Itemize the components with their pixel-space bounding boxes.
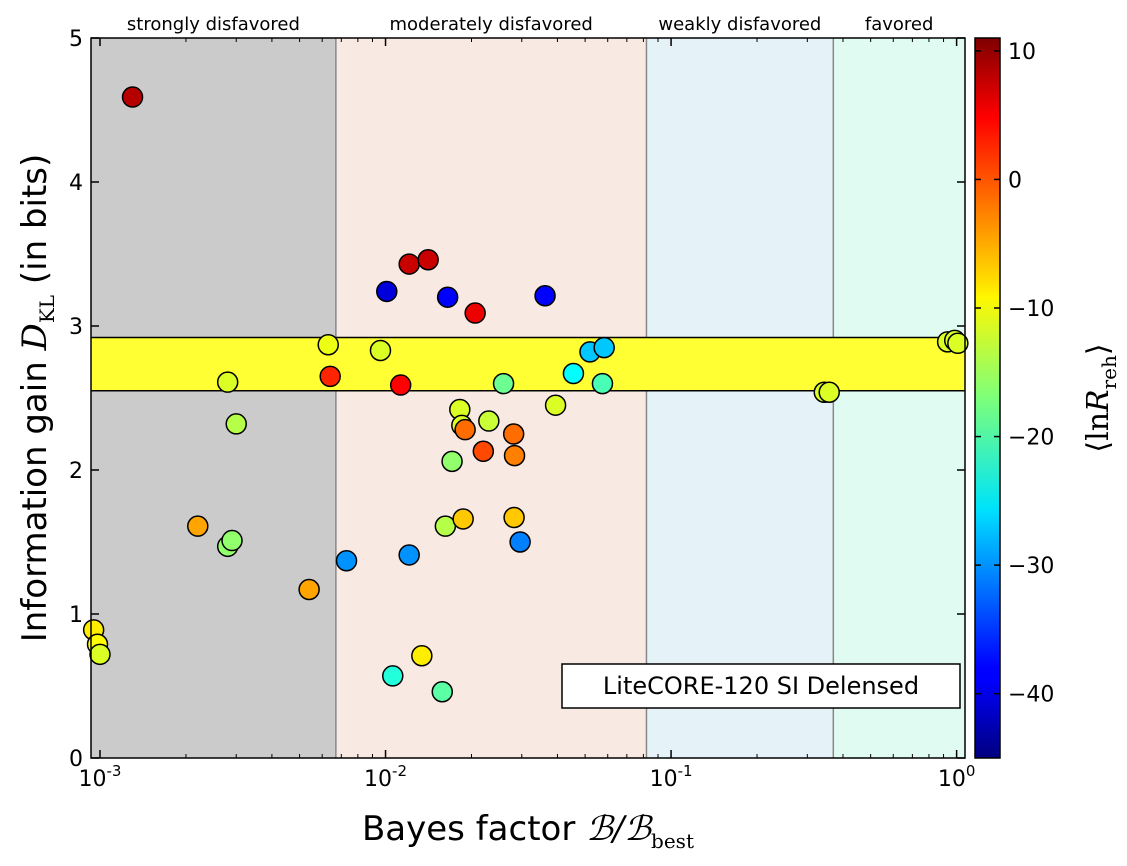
- x-tick-label: 10-1: [650, 762, 693, 792]
- colorbar-tick-label: −30: [1008, 554, 1054, 579]
- colorbar-tick-label: 10: [1008, 40, 1036, 65]
- data-point: [89, 643, 111, 666]
- colorbar-title-open: ⟨ln: [1081, 412, 1116, 453]
- data-point: [221, 529, 243, 552]
- x-tick-label: 10-2: [364, 762, 407, 792]
- y-axis-title: Information gain DKL (in bits): [15, 154, 59, 643]
- data-point: [298, 578, 320, 601]
- data-point: [503, 444, 526, 467]
- colorbar-ticks: 10 0 −10 −20 −30 −40: [975, 40, 1054, 708]
- x-tick-base: 10: [650, 767, 678, 792]
- colorbar-title-main: R: [1081, 389, 1116, 413]
- x-tick-label: 100: [938, 762, 976, 792]
- plot-frame: [90, 37, 966, 759]
- region-labels: strongly disfavored moderately disfavored…: [127, 14, 934, 35]
- y-tick-label: 2: [69, 459, 83, 484]
- bayes-regions: [91, 38, 965, 758]
- data-point: [121, 86, 144, 108]
- y-axis-title-text: Information gain: [15, 350, 55, 642]
- x-axis-title-text: Bayes factor: [362, 809, 586, 849]
- x-tick-label: 10-3: [79, 762, 122, 792]
- data-point: [502, 423, 525, 445]
- data-point: [434, 515, 457, 537]
- data-point: [534, 285, 556, 307]
- data-point: [317, 333, 339, 356]
- x-tick-exponent: 0: [966, 762, 976, 780]
- legend-label: LiteCORE-120 SI Delensed: [603, 672, 919, 700]
- data-point: [492, 372, 515, 395]
- colorbar-title: ⟨lnRreh⟩: [1081, 343, 1121, 452]
- data-point: [454, 418, 476, 441]
- y-tick-label: 1: [69, 603, 83, 628]
- y-tick-label: 4: [69, 171, 83, 196]
- data-point: [441, 450, 463, 473]
- y-axis-title-math: D: [15, 323, 55, 351]
- x-tick-base: 10: [79, 767, 107, 792]
- y-tick-label: 3: [69, 315, 83, 340]
- data-point: [503, 506, 525, 529]
- legend-frame: [561, 663, 961, 709]
- x-tick-exponent: -1: [678, 762, 693, 780]
- x-tick-base: 10: [938, 767, 966, 792]
- region-label: moderately disfavored: [390, 14, 593, 35]
- region-label: weakly disfavored: [658, 14, 821, 35]
- colorbar-tick-label: −10: [1008, 297, 1054, 322]
- data-point: [216, 371, 239, 393]
- x-tick-base: 10: [364, 767, 392, 792]
- y-axis-title-suffix: (in bits): [15, 154, 55, 295]
- region-1: [335, 38, 647, 758]
- x-axis-ticks: 10-3 10-2 10-1 100: [79, 38, 976, 792]
- data-point: [319, 365, 341, 388]
- colorbar-tick-label: 0: [1008, 168, 1022, 193]
- y-axis-title-sub: KL: [35, 295, 59, 323]
- data-point: [335, 549, 358, 572]
- x-axis-title-sub: best: [651, 829, 694, 853]
- y-tick-label: 5: [69, 27, 83, 52]
- data-point: [417, 249, 439, 271]
- colorbar-title-close: ⟩: [1081, 343, 1116, 355]
- data-point: [382, 665, 404, 687]
- data-point: [398, 544, 420, 566]
- data-point: [187, 515, 209, 537]
- data-point: [369, 339, 392, 362]
- data-point: [478, 410, 500, 432]
- colorbar: 10 0 −10 −20 −30 −40 ⟨lnRreh⟩: [974, 37, 1121, 759]
- data-point: [464, 302, 486, 324]
- data-point: [509, 531, 531, 553]
- colorbar-title-sub: reh: [1097, 355, 1121, 389]
- data-point: [472, 440, 495, 463]
- data-point: [947, 332, 969, 355]
- data-point: [593, 336, 615, 359]
- data-point: [398, 253, 420, 275]
- data-points: [82, 86, 969, 703]
- y-axis-ticks: 0 1 2 3 4 5: [69, 27, 965, 772]
- data-point: [591, 372, 614, 395]
- data-point: [389, 374, 412, 396]
- x-tick-exponent: -2: [392, 762, 407, 780]
- region-label: strongly disfavored: [127, 14, 300, 35]
- x-axis-title-math: ℬ/ℬ: [586, 809, 653, 849]
- region-label: favored: [865, 14, 934, 35]
- data-point: [452, 508, 474, 530]
- legend-box: LiteCORE-120 SI Delensed: [561, 663, 961, 709]
- data-point: [411, 645, 433, 667]
- data-point: [544, 394, 567, 416]
- y-tick-label: 0: [69, 747, 83, 772]
- data-point: [431, 681, 454, 703]
- x-axis-title: Bayes factor ℬ/ℬbest: [362, 809, 694, 853]
- colorbar-gradient: [974, 37, 1001, 759]
- region-3: [833, 38, 965, 758]
- data-point: [376, 280, 398, 303]
- data-point: [562, 362, 585, 385]
- x-tick-exponent: -3: [107, 762, 122, 780]
- region-0: [91, 38, 336, 758]
- data-point: [818, 381, 840, 403]
- colorbar-tick-label: −40: [1008, 683, 1054, 708]
- data-point: [436, 286, 459, 308]
- data-point: [225, 413, 247, 435]
- region-2: [646, 38, 834, 758]
- colorbar-tick-label: −20: [1008, 426, 1054, 451]
